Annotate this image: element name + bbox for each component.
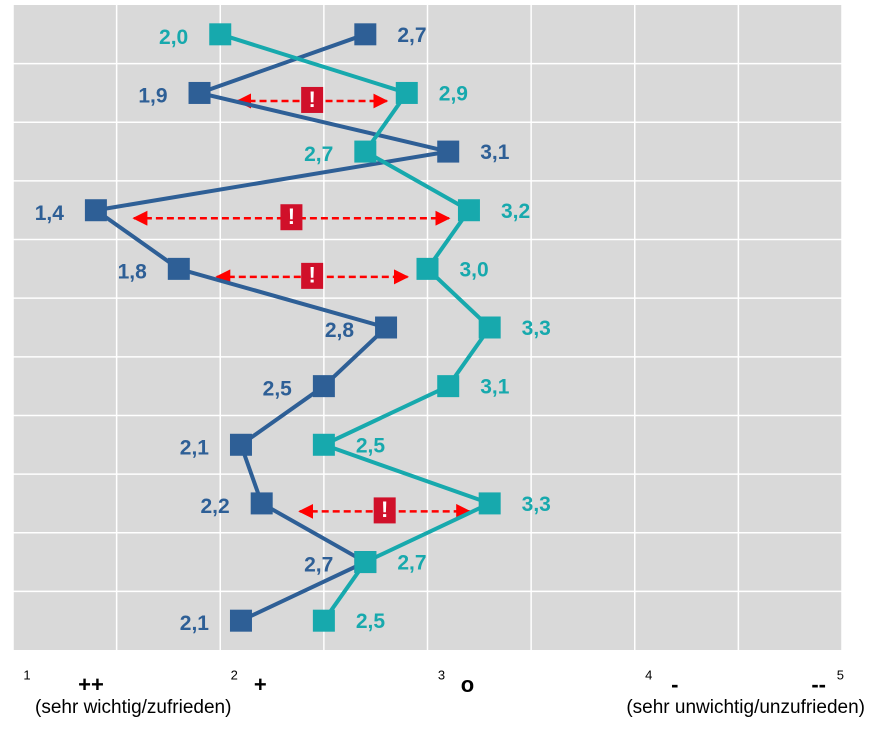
marker [478,316,501,339]
data-label: 2,7 [304,554,333,577]
footnote-left: (sehr wichtig/zufrieden) [35,697,231,718]
x-tick-label: 5 [837,667,844,682]
marker [312,375,335,398]
data-label: 1,9 [138,85,167,108]
marker [250,492,273,515]
x-tick-label: 2 [231,667,238,682]
warning-box [301,262,324,289]
marker [167,257,190,280]
marker [354,23,377,46]
marker [209,23,232,46]
data-label: 1,4 [35,202,65,225]
data-label: 3,3 [522,493,551,516]
marker [437,375,460,398]
x-tick-label: 3 [438,667,445,682]
marker [354,140,377,163]
marker [354,551,377,574]
data-label: 2,9 [439,83,468,106]
x-tick-symbol: + [254,672,267,697]
data-label: 2,7 [397,552,426,575]
warning-box [373,497,396,524]
data-label: 2,1 [180,612,210,635]
data-label: 2,5 [356,434,386,457]
marker [229,609,252,632]
data-label: 2,5 [356,610,386,633]
x-tick-label: 1 [23,667,30,682]
marker [312,433,335,456]
warning-label: ! [308,263,315,288]
marker [229,433,252,456]
marker [416,257,439,280]
data-label: 3,2 [501,200,530,223]
marker [375,316,398,339]
marker [478,492,501,515]
warning-box [280,204,303,231]
x-tick-symbol: ++ [78,672,104,697]
x-tick-symbol: - [671,672,678,697]
data-label: 3,0 [460,258,489,281]
data-label: 2,5 [263,378,293,401]
data-label: 2,1 [180,436,210,459]
data-label: 2,2 [200,495,229,518]
x-tick-symbol: -- [811,672,826,697]
marker [457,199,480,222]
marker [395,81,418,104]
warning-label: ! [308,87,315,112]
marker [312,609,335,632]
warning-box [301,86,324,113]
data-label: 2,7 [304,143,333,166]
x-tick-label: 4 [645,667,652,682]
footnote-right: (sehr unwichtig/unzufrieden) [626,697,865,718]
data-label: 2,0 [159,26,188,49]
marker [437,140,460,163]
warning-label: ! [381,497,388,522]
data-label: 3,3 [522,317,551,340]
data-label: 2,8 [325,319,355,342]
data-label: 3,1 [480,376,510,399]
marker [84,199,107,222]
x-tick-symbol: o [461,672,474,697]
marker [188,81,211,104]
data-label: 1,8 [118,260,148,283]
data-label: 3,1 [480,141,510,164]
data-label: 2,7 [397,24,426,47]
warning-label: ! [288,204,295,229]
